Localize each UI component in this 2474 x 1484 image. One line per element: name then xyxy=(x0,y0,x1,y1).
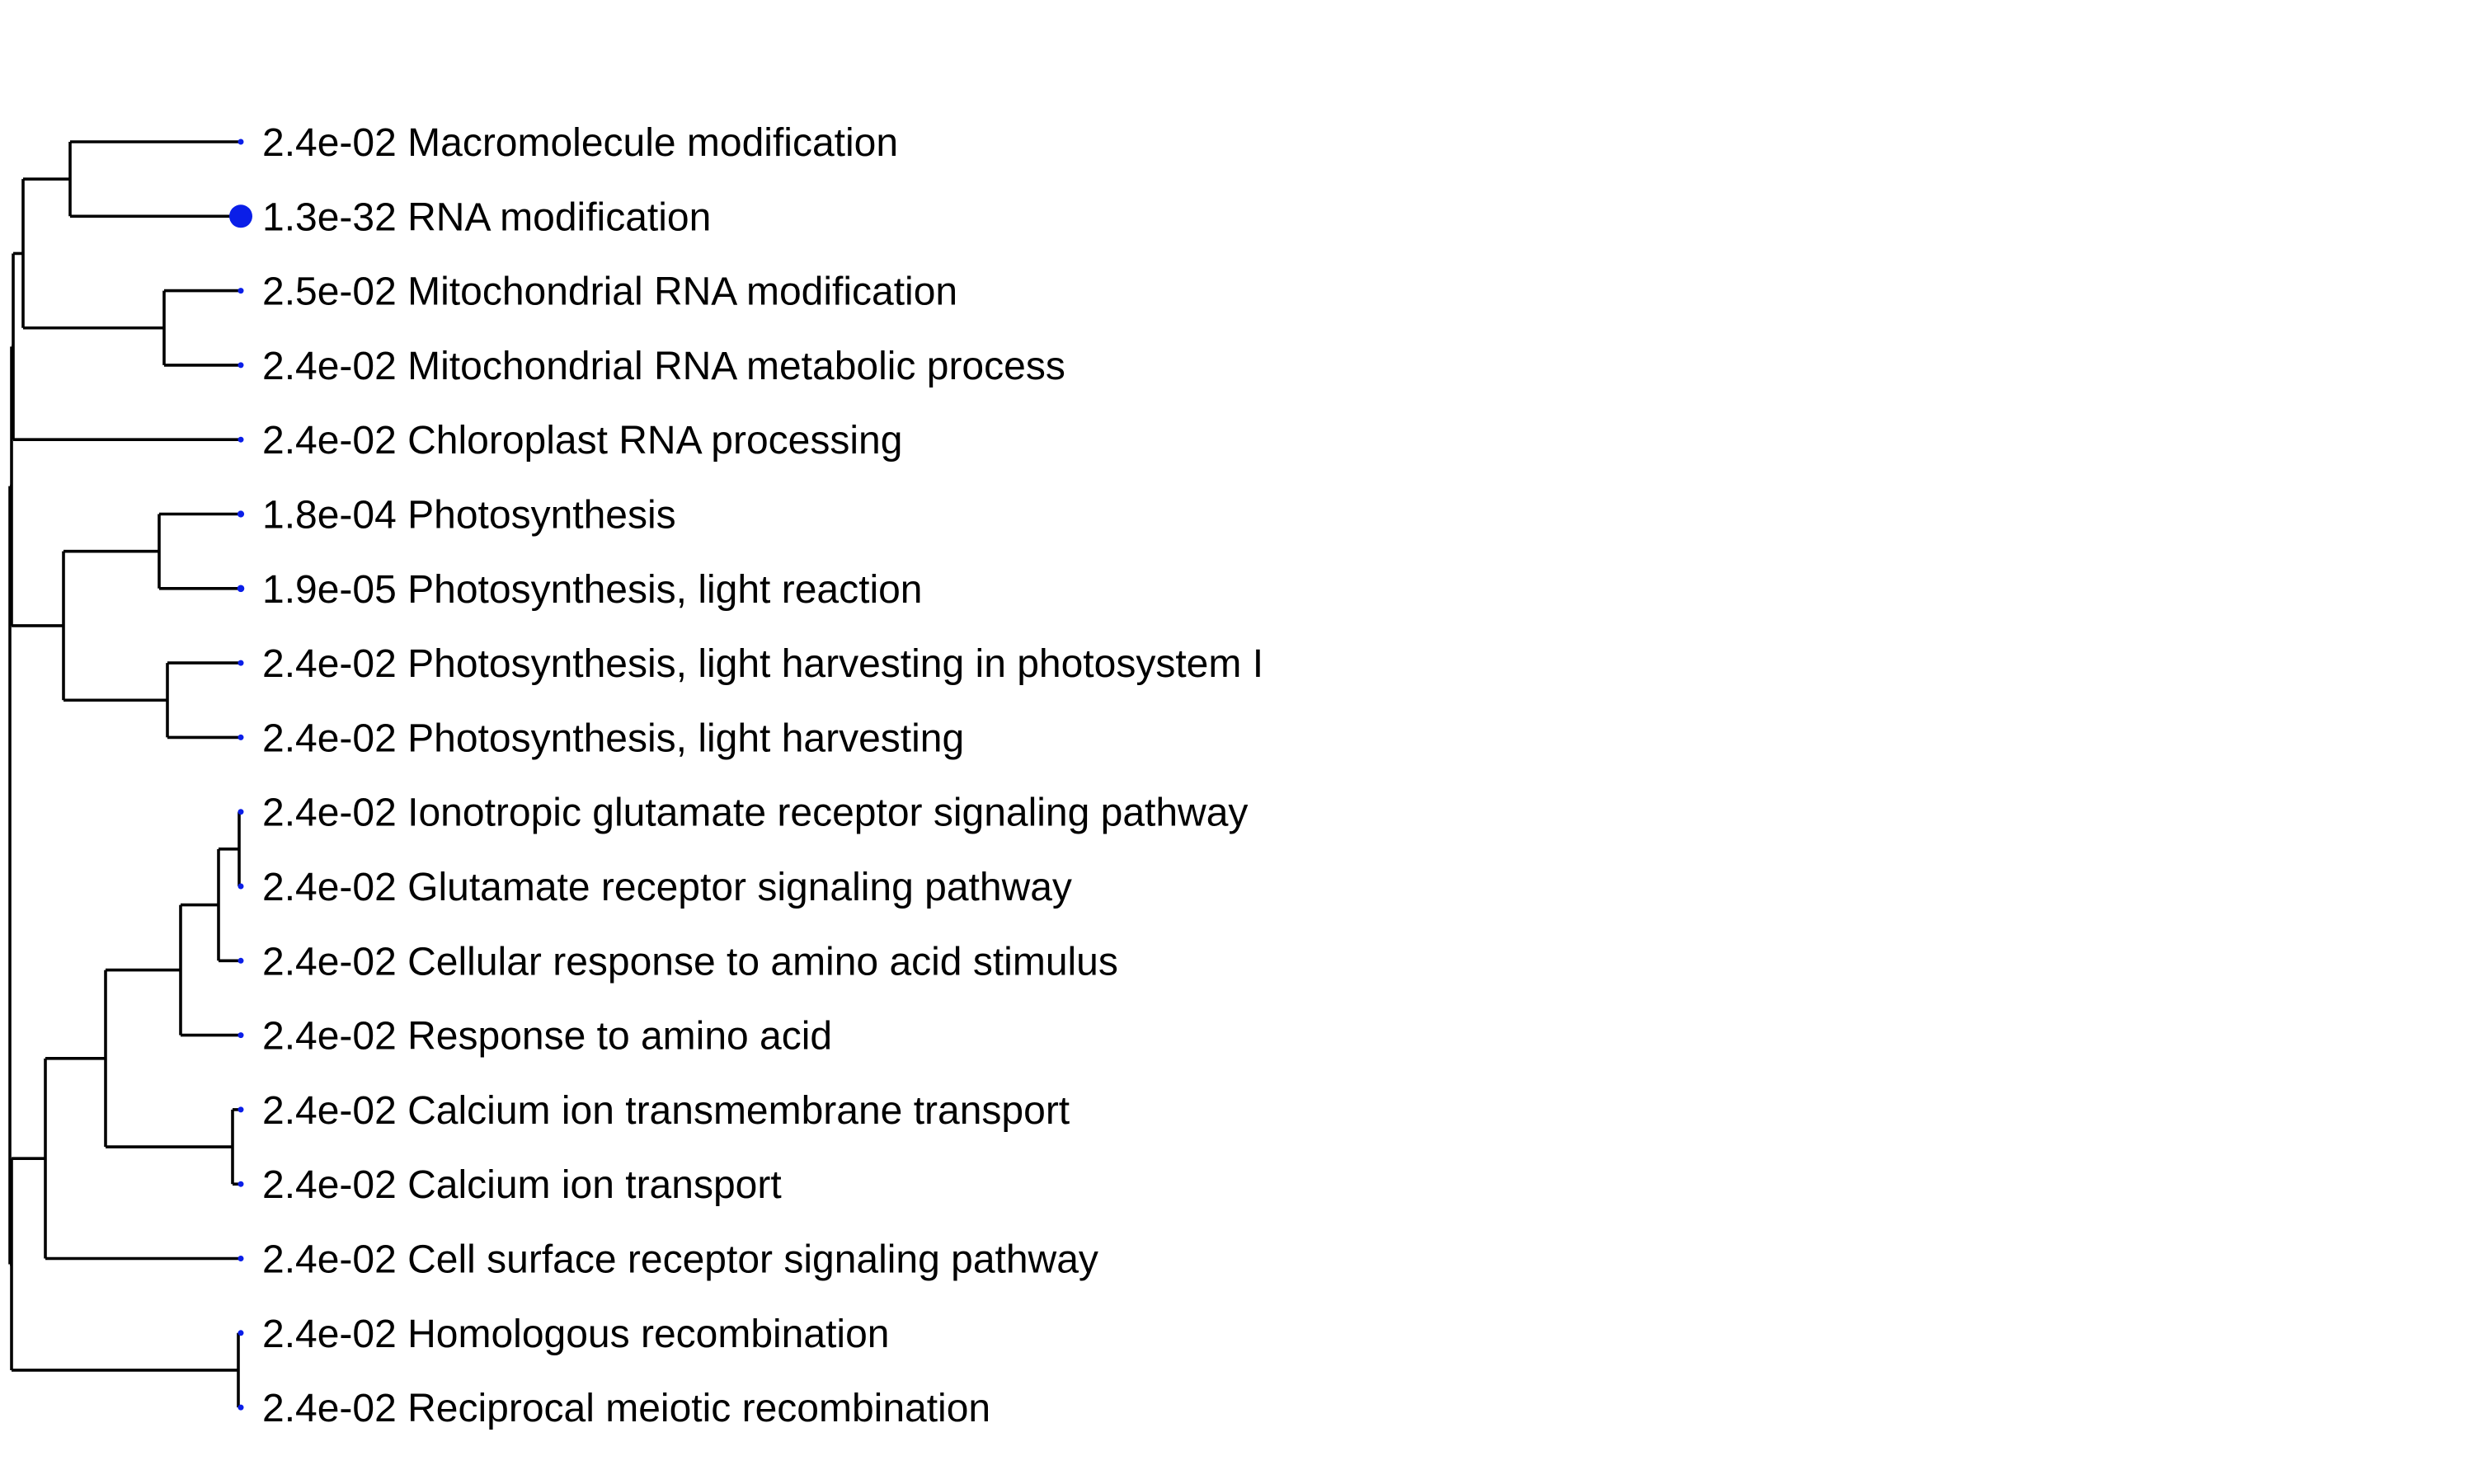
term-pvalue: 2.4e-02 xyxy=(262,1089,397,1133)
term-name: Glutamate receptor signaling pathway xyxy=(407,866,1072,909)
term-separator xyxy=(397,1238,407,1282)
significance-dot xyxy=(238,139,244,145)
term-name: Cell surface receptor signaling pathway xyxy=(407,1238,1098,1282)
term-name: Mitochondrial RNA modification xyxy=(407,270,957,314)
significance-dot xyxy=(238,734,244,740)
term-name: Photosynthesis, light reaction xyxy=(407,568,922,612)
term-name: Mitochondrial RNA metabolic process xyxy=(407,345,1065,388)
term-separator xyxy=(397,1163,407,1207)
term-label: 2.4e-02 Chloroplast RNA processing xyxy=(262,419,902,463)
term-pvalue: 2.4e-02 xyxy=(262,940,397,984)
term-label: 2.4e-02 Response to amino acid xyxy=(262,1015,832,1059)
term-pvalue: 1.9e-05 xyxy=(262,568,397,612)
significance-dot xyxy=(238,1106,244,1113)
term-name: Macromolecule modification xyxy=(407,121,898,165)
term-pvalue: 2.4e-02 xyxy=(262,1163,397,1207)
term-name: RNA modification xyxy=(407,195,711,239)
significance-dots xyxy=(229,139,252,1411)
term-pvalue: 2.4e-02 xyxy=(262,716,397,760)
term-separator xyxy=(397,940,407,984)
term-pvalue: 2.4e-02 xyxy=(262,1387,397,1430)
term-name: Cellular response to amino acid stimulus xyxy=(407,940,1118,984)
term-separator xyxy=(397,1387,407,1430)
term-separator xyxy=(397,419,407,463)
term-separator xyxy=(397,1015,407,1059)
significance-dot xyxy=(229,204,252,228)
term-label: 1.3e-32 RNA modification xyxy=(262,195,711,239)
term-separator xyxy=(397,866,407,909)
term-separator xyxy=(397,121,407,165)
tip-labels: 2.4e-02 Macromolecule modification1.3e-3… xyxy=(262,121,1263,1430)
significance-dot xyxy=(238,1404,244,1411)
term-pvalue: 2.4e-02 xyxy=(262,345,397,388)
term-label: 2.4e-02 Cellular response to amino acid … xyxy=(262,940,1118,984)
term-name: Response to amino acid xyxy=(407,1015,832,1059)
significance-dot xyxy=(238,809,244,815)
term-name: Reciprocal meiotic recombination xyxy=(407,1387,990,1430)
term-label: 2.4e-02 Macromolecule modification xyxy=(262,121,898,165)
term-separator xyxy=(397,494,407,538)
term-pvalue: 2.4e-02 xyxy=(262,419,397,463)
term-name: Ionotropic glutamate receptor signaling … xyxy=(407,791,1248,835)
term-pvalue: 1.8e-04 xyxy=(262,494,397,538)
term-pvalue: 2.4e-02 xyxy=(262,121,397,165)
term-label: 2.5e-02 Mitochondrial RNA modification xyxy=(262,270,957,314)
term-pvalue: 2.4e-02 xyxy=(262,1238,397,1282)
term-name: Calcium ion transport xyxy=(407,1163,782,1207)
significance-dot xyxy=(238,1032,244,1039)
term-separator xyxy=(397,270,407,314)
term-label: 1.9e-05 Photosynthesis, light reaction xyxy=(262,568,923,612)
term-pvalue: 2.4e-02 xyxy=(262,866,397,909)
term-pvalue: 1.3e-32 xyxy=(262,195,397,239)
term-label: 2.4e-02 Ionotropic glutamate receptor si… xyxy=(262,791,1248,835)
term-label: 2.4e-02 Cell surface receptor signaling … xyxy=(262,1238,1098,1282)
term-label: 2.4e-02 Calcium ion transmembrane transp… xyxy=(262,1089,1070,1133)
significance-dot xyxy=(238,288,244,294)
significance-dot xyxy=(238,957,244,964)
term-separator xyxy=(397,716,407,760)
term-pvalue: 2.4e-02 xyxy=(262,642,397,686)
term-separator xyxy=(397,195,407,239)
term-name: Photosynthesis, light harvesting in phot… xyxy=(407,642,1263,686)
dendrogram-branches xyxy=(8,140,241,1409)
significance-dot xyxy=(238,1181,244,1187)
term-label: 2.4e-02 Mitochondrial RNA metabolic proc… xyxy=(262,345,1065,388)
term-label: 2.4e-02 Homologous recombination xyxy=(262,1313,889,1356)
term-separator xyxy=(397,642,407,686)
term-name: Photosynthesis xyxy=(407,494,676,538)
significance-dot xyxy=(238,660,244,666)
significance-dot xyxy=(237,510,245,518)
term-label: 2.4e-02 Glutamate receptor signaling pat… xyxy=(262,866,1072,909)
term-pvalue: 2.4e-02 xyxy=(262,791,397,835)
significance-dot xyxy=(238,436,244,443)
term-pvalue: 2.4e-02 xyxy=(262,1015,397,1059)
term-name: Homologous recombination xyxy=(407,1313,889,1356)
term-separator xyxy=(397,1313,407,1356)
term-name: Chloroplast RNA processing xyxy=(407,419,902,463)
significance-dot xyxy=(238,1330,244,1336)
term-separator xyxy=(397,345,407,388)
significance-dot xyxy=(238,362,244,369)
term-name: Photosynthesis, light harvesting xyxy=(407,716,964,760)
term-label: 2.4e-02 Photosynthesis, light harvesting xyxy=(262,716,964,760)
term-separator xyxy=(397,1089,407,1133)
term-pvalue: 2.4e-02 xyxy=(262,1313,397,1356)
term-label: 2.4e-02 Reciprocal meiotic recombination xyxy=(262,1387,990,1430)
term-pvalue: 2.5e-02 xyxy=(262,270,397,314)
term-separator xyxy=(397,568,407,612)
term-label: 2.4e-02 Photosynthesis, light harvesting… xyxy=(262,642,1263,686)
term-label: 2.4e-02 Calcium ion transport xyxy=(262,1163,782,1207)
significance-dot xyxy=(238,883,244,890)
significance-dot xyxy=(238,1256,244,1261)
term-name: Calcium ion transmembrane transport xyxy=(407,1089,1070,1133)
term-label: 1.8e-04 Photosynthesis xyxy=(262,494,676,538)
significance-dot xyxy=(237,585,245,593)
term-separator xyxy=(397,791,407,835)
